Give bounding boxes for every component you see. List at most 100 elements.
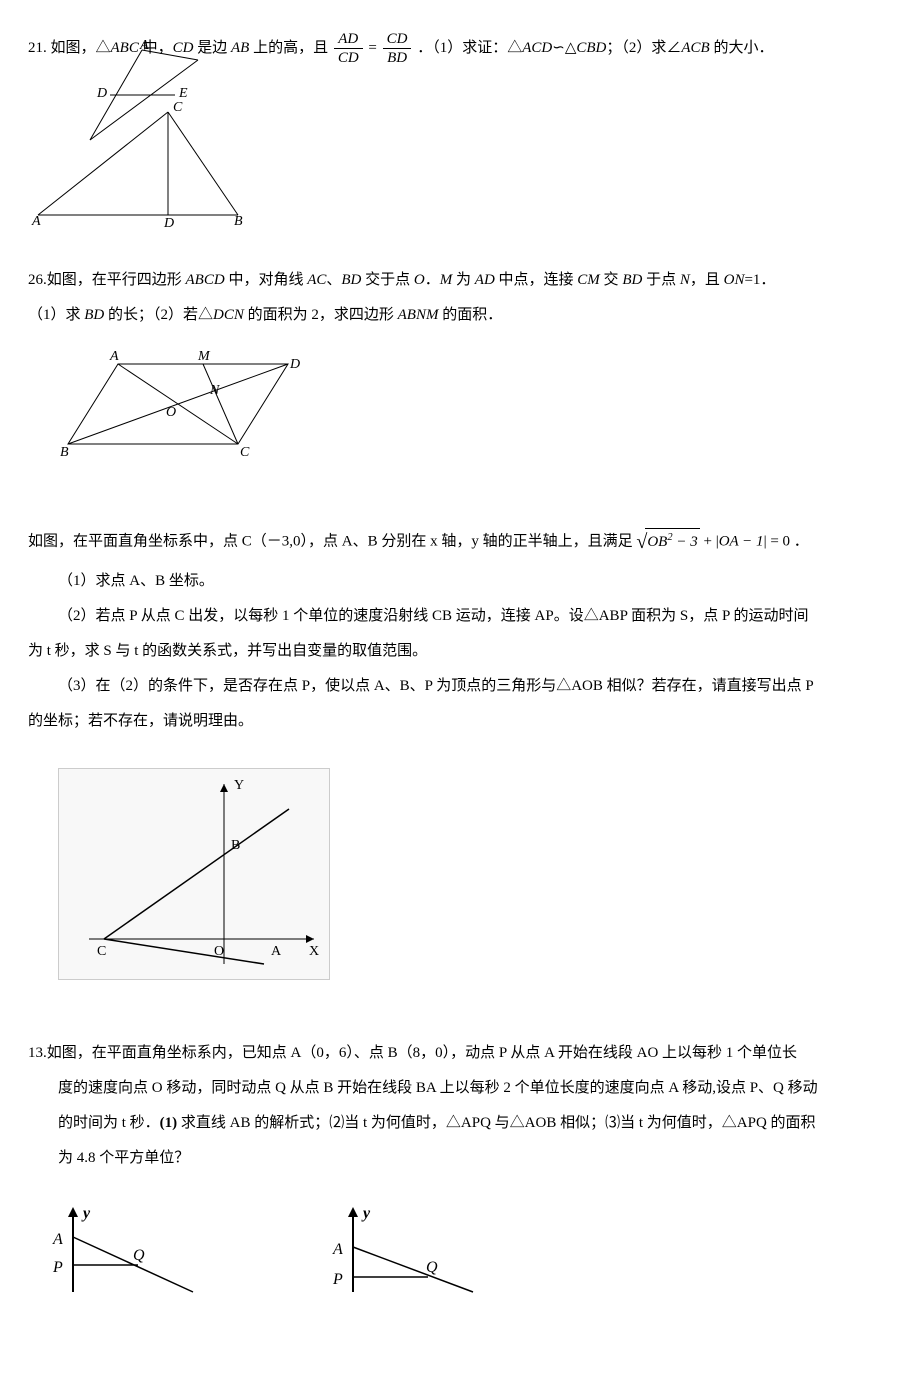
q26-d: 交于点 (361, 272, 414, 288)
fig21b-D: D (163, 216, 174, 227)
p13-l3b: (1) (160, 1115, 178, 1131)
fig13b-y: y (361, 1205, 371, 1222)
fig21a-D: D (96, 86, 107, 101)
fig13b-P: P (332, 1271, 343, 1288)
pc-sub1: （1）求点 A、B 坐标。 (28, 568, 892, 595)
fig13a-y: y (81, 1205, 91, 1222)
q21-acd: ACD (522, 40, 552, 56)
pc-sqrtbody: OB2 − 3 (645, 528, 699, 556)
fig13a-A: A (52, 1231, 63, 1248)
fig26-B: B (60, 445, 69, 460)
fig21a-svg: A D E (80, 40, 210, 150)
fig13b-A: A (332, 1241, 343, 1258)
q26-n: N (680, 272, 690, 288)
q21-eq: = (365, 40, 381, 56)
q26-k: =1． (744, 272, 775, 288)
fig26-svg: A B C D M N O (58, 344, 308, 464)
fig26-A: A (109, 349, 119, 364)
fig13b-Q: Q (426, 1259, 438, 1276)
q26-h: 交 (600, 272, 623, 288)
q26-j: ，且 (690, 272, 724, 288)
fig21b-B: B (234, 214, 243, 227)
pc-sub3b: 的坐标；若不存在，请说明理由。 (28, 708, 892, 735)
fig13b-svg: y A P Q (323, 1202, 483, 1297)
q26-num: 26. (28, 272, 47, 288)
figc-C: C (97, 944, 106, 959)
q26-a: 如图，在平行四边形 (47, 272, 186, 288)
fig21a-A: A (139, 40, 149, 53)
problem-21: 21. 如图，△ABC 中，CD 是边 AB 上的高，且 ADCD = CDBD… (28, 30, 892, 227)
pc-l1a: 如图，在平面直角坐标系中，点 C（－3,0），点 A、B 分别在 x 轴，y 轴… (28, 533, 636, 549)
pc-sub2: （2）若点 P 从点 C 出发，以每秒 1 个单位的速度沿射线 CB 运动，连接… (28, 603, 892, 630)
figure-26: A B C D M N O (58, 344, 892, 464)
q21-number: 21. (28, 40, 51, 56)
q26-bd2: BD (622, 272, 642, 288)
q21-frac2: CDBD (383, 30, 412, 67)
problem-13: 13.如图，在平面直角坐标系内，已知点 A（0，6）、点 B（8，0），动点 P… (28, 1040, 892, 1307)
pc-line1: 如图，在平面直角坐标系中，点 C（－3,0），点 A、B 分别在 x 轴，y 轴… (28, 524, 892, 560)
q26-m: M (440, 272, 453, 288)
p13-line3: 的时间为 t 秒．(1) 求直线 AB 的解析式；⑵当 t 为何值时，△APQ … (28, 1110, 892, 1137)
p13-line2: 度的速度向点 O 移动，同时动点 Q 从点 B 开始在线段 BA 上以每秒 2 … (28, 1075, 892, 1102)
fig13a-svg: y A P Q (43, 1202, 203, 1297)
q21-sim: ∽ (552, 40, 565, 56)
q26-ad: AD (475, 272, 495, 288)
q21-t6: ；（2）求∠ (606, 40, 681, 56)
figure-13b: y A P Q (323, 1202, 483, 1297)
q26-on: ON (724, 272, 745, 288)
figc-O: O (214, 944, 224, 959)
q26-l2a: （1）求 (28, 307, 84, 323)
q26-dcn: DCN (213, 307, 244, 323)
q26-c: 、 (326, 272, 341, 288)
p13-line4: 为 4.8 个平方单位？ (28, 1145, 892, 1172)
q26-g: 中点，连接 (495, 272, 578, 288)
q21-t5: ．（1）求证：△ (413, 40, 522, 56)
pc-sr: − 3 (673, 534, 698, 550)
problem-coord: 如图，在平面直角坐标系中，点 C（－3,0），点 A、B 分别在 x 轴，y 轴… (28, 524, 892, 1000)
figc-A: A (271, 944, 282, 959)
q26-l2d: 的面积． (438, 307, 502, 323)
p13-line1: 13.如图，在平面直角坐标系内，已知点 A（0，6）、点 B（8，0），动点 P… (28, 1040, 892, 1067)
q26-bd: BD (341, 272, 361, 288)
q26-bd3: BD (84, 307, 104, 323)
q26-cm: CM (577, 272, 600, 288)
p13-l1: 如图，在平面直角坐标系内，已知点 A（0，6）、点 B（8，0），动点 P 从点… (47, 1045, 797, 1061)
p13-num: 13. (28, 1045, 47, 1061)
pc-plus: + (700, 533, 716, 549)
pc-sqrt: √OB2 − 3 (636, 524, 699, 560)
fig26-C: C (240, 445, 250, 460)
q21-t4: 上的高，且 (249, 40, 332, 56)
q21-f1d: CD (334, 49, 363, 67)
figc-Y: Y (234, 778, 244, 793)
pc-sub2b: 为 t 秒，求 S 与 t 的函数关系式，并写出自变量的取值范围。 (28, 638, 892, 665)
q21-cbd: CBD (576, 40, 606, 56)
fig21b-A: A (31, 214, 41, 227)
q26-abnm: ABNM (398, 307, 439, 323)
fig13a-Q: Q (133, 1247, 145, 1264)
figc-X: X (309, 944, 319, 959)
q26-b: 中，对角线 (225, 272, 308, 288)
p13-l3a: 的时间为 t 秒． (58, 1115, 160, 1131)
q26-i: 于点 (642, 272, 680, 288)
q26-l2c: 的面积为 2，求四边形 (244, 307, 398, 323)
pc-abs: OA − 1 (719, 533, 764, 549)
q26-e: ． (425, 272, 440, 288)
pc-sub3: （3）在（2）的条件下，是否存在点 P，使以点 A、B、P 为顶点的三角形与△A… (28, 673, 892, 700)
q21-f2d: BD (383, 49, 412, 67)
figc-svg: Y B C O A X (59, 769, 329, 979)
problem-26-line2: （1）求 BD 的长；（2）若△DCN 的面积为 2，求四边形 ABNM 的面积… (28, 302, 892, 329)
figc-B: B (231, 838, 240, 853)
q26-l2b: 的长；（2）若△ (104, 307, 213, 323)
q26-abcd: ABCD (186, 272, 225, 288)
q26-ac: AC (307, 272, 326, 288)
fig21a-E: E (178, 86, 188, 101)
q21-f2n: CD (383, 30, 412, 49)
fig26-D: D (289, 357, 300, 372)
q21-t7: 的大小． (710, 40, 774, 56)
figure-21a: A D E (80, 40, 210, 150)
fig26-M: M (197, 349, 211, 364)
q26-f: 为 (452, 272, 475, 288)
fig26-O: O (166, 405, 176, 420)
figure-coord: Y B C O A X (58, 768, 330, 980)
problem-26: 26.如图，在平行四边形 ABCD 中，对角线 AC、BD 交于点 O．M 为 … (28, 267, 892, 464)
